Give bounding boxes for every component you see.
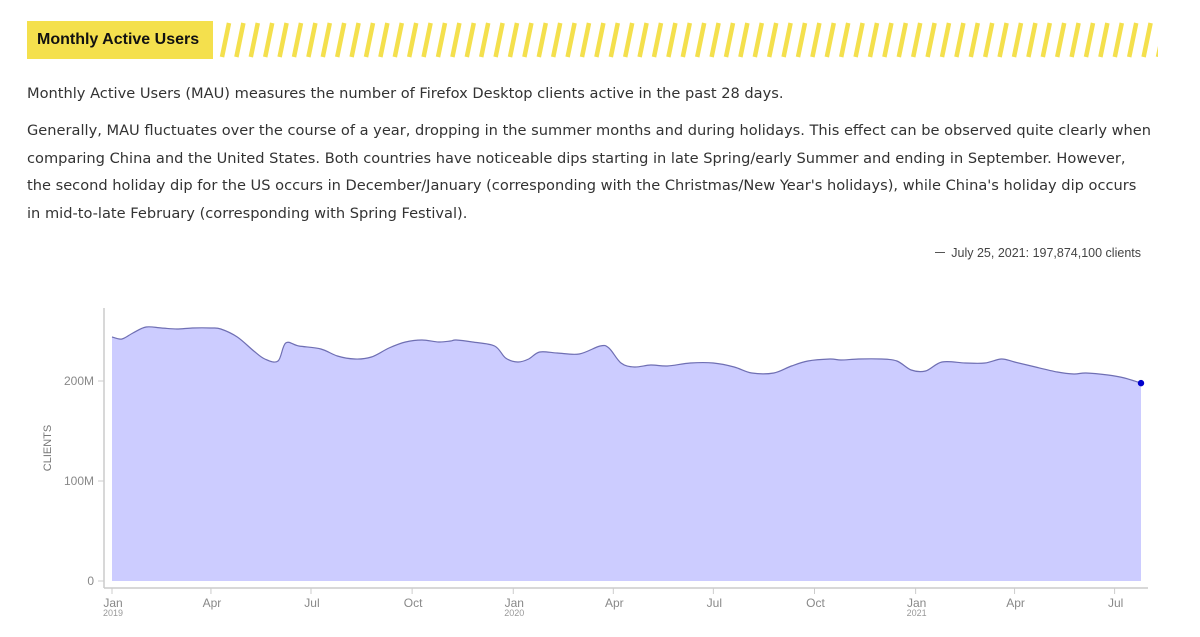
stripe (810, 22, 822, 58)
stripe (522, 22, 534, 58)
x-tick-label: Oct (806, 596, 825, 610)
stripe (594, 22, 606, 58)
stripe (493, 22, 505, 58)
x-tick-label: Jul (1108, 596, 1123, 610)
description-paragraph: Generally, MAU fluctuates over the cours… (27, 122, 1152, 222)
x-tick-label: Apr (203, 596, 222, 610)
stripe (781, 22, 793, 58)
stripe (723, 22, 736, 58)
stripe (680, 22, 693, 58)
stripe (277, 22, 289, 58)
x-tick-year-label: 2021 (907, 608, 927, 618)
y-tick-label: 200M (64, 374, 94, 388)
stripe (450, 22, 462, 58)
stripe (320, 22, 333, 58)
stripe (867, 22, 880, 58)
stripe (738, 22, 750, 58)
x-tick-label: Apr (605, 596, 624, 610)
stripe (824, 22, 837, 58)
stripe (363, 22, 376, 58)
stripe (565, 22, 577, 58)
y-tick-label: 100M (64, 474, 94, 488)
x-tick-label: Apr (1006, 596, 1025, 610)
stripe (666, 22, 678, 58)
chart-legend: July 25, 2021: 197,874,100 clients (935, 246, 1141, 260)
stripe (435, 22, 448, 58)
x-tick-label: Jul (707, 596, 722, 610)
stripe (536, 22, 549, 58)
stripe (1141, 22, 1153, 58)
stripe (1054, 22, 1067, 58)
stripe (1026, 22, 1038, 58)
area-series (112, 326, 1141, 581)
stripe (1083, 22, 1096, 58)
x-tick-label: Jul (304, 596, 319, 610)
x-tick-label: Jan (907, 596, 926, 610)
stripe (838, 22, 851, 58)
stripe (234, 22, 246, 58)
stripe (954, 22, 966, 58)
stripe (622, 22, 635, 58)
x-tick-year-label: 2019 (103, 608, 123, 618)
stripe (651, 22, 664, 58)
stripe (982, 22, 995, 58)
legend-line-icon (935, 252, 946, 254)
stripe (896, 22, 909, 58)
stripe (1069, 22, 1081, 58)
stripe (334, 22, 347, 58)
stripe (637, 22, 649, 58)
legend-label: July 25, 2021: 197,874,100 clients (951, 246, 1141, 260)
stripe (752, 22, 765, 58)
y-axis-label: CLIENTS (42, 425, 54, 471)
stripe (349, 22, 361, 58)
stripe (306, 22, 318, 58)
stripe (507, 22, 520, 58)
x-tick-label: Jan (103, 596, 122, 610)
stripe (608, 22, 621, 58)
decorative-stripes (219, 22, 1158, 58)
stripe (709, 22, 721, 58)
series-line (111, 326, 1142, 384)
stripe (853, 22, 865, 58)
stripe (1040, 22, 1053, 58)
stripe (1112, 22, 1125, 58)
stripe (262, 22, 275, 58)
section-header: Monthly Active Users (27, 21, 1158, 59)
stripe (248, 22, 261, 58)
stripe (291, 22, 304, 58)
stripe (219, 22, 232, 58)
stripe (997, 22, 1009, 58)
stripe (406, 22, 419, 58)
intro-paragraph: Monthly Active Users (MAU) measures the … (27, 85, 784, 102)
section-title: Monthly Active Users (27, 21, 214, 59)
data-point-last[interactable] (1137, 379, 1145, 387)
y-tick-label: 0 (87, 574, 94, 588)
stripe (925, 22, 937, 58)
stripe (378, 22, 390, 58)
stripe (464, 22, 477, 58)
x-tick-label: Oct (404, 596, 423, 610)
stripe (795, 22, 808, 58)
stripe (1098, 22, 1110, 58)
stripe (766, 22, 779, 58)
stripe (694, 22, 707, 58)
stripe (939, 22, 952, 58)
stripe (1126, 22, 1139, 58)
stripe (579, 22, 592, 58)
stripe (421, 22, 433, 58)
stripe (968, 22, 981, 58)
x-tick-year-label: 2020 (504, 608, 524, 618)
stripe (910, 22, 923, 58)
stripe (1011, 22, 1024, 58)
x-tick-label: Jan (505, 596, 524, 610)
stripe (392, 22, 405, 58)
stripe (550, 22, 563, 58)
stripe (882, 22, 894, 58)
stripe (478, 22, 491, 58)
